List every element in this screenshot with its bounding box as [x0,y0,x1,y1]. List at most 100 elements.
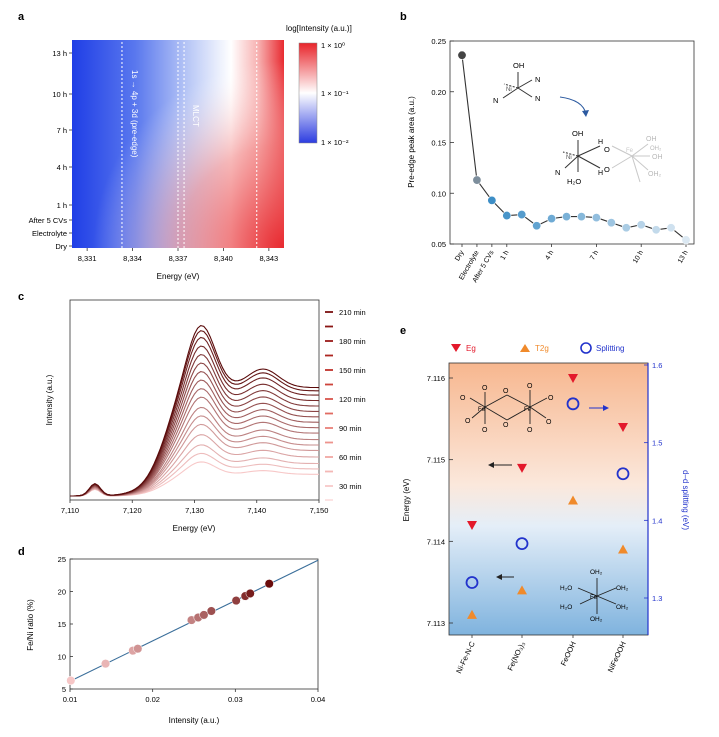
b-bot-o1: O [604,145,610,154]
e-eg-point-2 [568,374,578,383]
panel-a: a 1s → 4p + 3d (pre-edge) MLCT 13 h 10 h 7… [18,11,352,281]
b-bot-ni: Ni [566,155,572,161]
d-ytick-label-0: 5 [62,685,66,694]
e-top-o1: O [460,395,466,402]
b-bot-oh-ghost1: OH [646,136,657,143]
b-top-ni: Ni [506,87,512,93]
c-curve-1 [70,452,319,497]
c-legend-label-6: 30 min [339,482,362,491]
b-bot-oh: OH [572,129,583,138]
e-structure-bottom [577,578,617,614]
e-ytick-label-2: 7.114 [427,537,445,546]
b-point-0 [457,50,467,60]
c-xtick-label-4: 7,150 [310,506,329,515]
e-bot-oh2-1: OH₂ [590,569,603,576]
b-bot-h2: H [598,170,603,177]
c-curve-16 [70,324,320,497]
arrow-left-icon-2 [496,574,502,580]
b-arrow-head-icon [582,110,589,117]
colorbar-title: log[Intensity (a.u.)] [286,24,352,33]
c-legend-label-2: 150 min [339,366,366,375]
b-point-5 [532,221,542,231]
b-point-8 [576,212,586,222]
c-curve-2 [70,444,319,497]
a-ytick-label-0: 13 h [52,49,67,58]
e-top-o3: O [482,427,488,434]
arrow-left-icon-1 [488,462,494,468]
d-ytick-label-4: 25 [58,555,66,564]
panel-e-arrows [488,405,609,580]
panel-e-y-ticks-right: 1.6 1.5 1.4 1.3 [644,361,662,603]
b-xtick-label-7: 13 h [677,249,690,264]
e-top-o10: O [465,418,471,425]
e-split-point-3 [616,467,630,481]
e-top-fe1: Fe [478,407,486,413]
e-bot-oh2-2: OH₂ [616,585,629,592]
e-structure-top [469,390,548,424]
d-xtick-label-3: 0.04 [311,695,326,704]
b-molecule-bottom [562,140,601,172]
d-xtick-label-1: 0.02 [145,695,160,704]
b-molecule-top [502,72,533,99]
panel-c-letter: c [18,291,24,303]
e-split-point-0 [465,576,479,589]
c-curve-15 [70,330,319,497]
panel-d-y-label: Fe/Ni ratio (%) [26,599,35,651]
b-bot-oh2-ghost1: OH₂ [650,146,662,152]
a-ytick-label-2: 7 h [57,126,67,135]
d-ytick-label-3: 20 [58,588,66,597]
c-xtick-label-3: 7,140 [247,506,266,515]
c-legend-label-1: 180 min [339,337,366,346]
d-point-3 [133,644,143,654]
panel-c-curves [70,324,320,497]
b-point-9 [591,213,601,223]
a-xtick-label-1: 8,334 [123,254,142,263]
b-bot-oh2-ghost2: OH₂ [648,171,662,178]
c-legend-label-5: 60 min [339,453,362,462]
a-ytick-label-6: Electrolyte [32,229,67,238]
b-xtick-label-5: 7 h [589,249,600,261]
e-xtick-label-2: FeOOH [559,640,578,667]
panel-c-y-label: Intensity (a.u.) [45,374,54,425]
panel-d-y-ticks: 5 10 15 20 25 [58,555,73,694]
heatmap-x-ticks: 8,331 8,334 8,337 8,340 8,343 [78,248,278,263]
legend-t2g-icon [520,344,530,352]
c-legend-label-0: 210 min [339,308,366,317]
panel-e-y-label-right: d–d splitting (eV) [681,470,690,530]
e-xtick-label-3: NiFeOOH [606,640,628,674]
b-ytick-label-1: 0.20 [431,88,446,97]
panel-e: e Energy (eV) d–d splitting (eV) 7.1167.… [400,325,690,675]
annotation-pre-edge: 1s → 4p + 3d (pre-edge) [130,70,139,158]
d-ytick-label-1: 10 [58,653,66,662]
c-curve-13 [70,345,320,497]
panel-e-background [449,363,648,635]
heatmap-x-label: Energy (eV) [157,272,200,281]
arrow-right-icon [603,405,609,411]
e-top-fe2: Fe [524,407,532,413]
c-curve-11 [70,362,319,497]
b-bot-h2o: H₂O [567,177,581,186]
panel-b-y-label: Pre-edge peak area (a.u.) [407,96,416,188]
e-xtick-label-1: Fe(NO₃)₃ [506,640,527,672]
b-bot-oh-ghost2: OH [652,154,663,161]
d-ytick-label-2: 15 [58,620,66,629]
colorbar-tick-mid: 1 × 10⁻¹ [321,89,349,98]
c-xtick-label-0: 7,110 [61,506,79,515]
panel-e-points [465,374,630,619]
e-t2g-point-3 [618,544,628,554]
b-bot-o2: O [604,165,610,174]
e-top-o9: O [546,419,552,426]
legend-eg-icon [451,344,461,352]
e-t2g-point-1 [517,585,527,595]
e-t2g-point-2 [568,495,578,505]
c-legend-label-3: 120 min [339,395,366,404]
e-bot-oh2-4: OH₂ [590,616,603,623]
b-top-n2: N [535,94,540,103]
b-point-12 [636,220,646,230]
a-ytick-label-1: 10 h [52,90,67,99]
panel-e-y-label: Energy (eV) [402,478,411,521]
panel-e-x-ticks: Ni-Fe-N-C Fe(NO₃)₃ FeOOH NiFeOOH [454,635,628,675]
b-xtick-label-4: 4 h [544,249,555,261]
annotation-mlct: MLCT [191,105,200,127]
b-ytick-label-0: 0.25 [431,37,446,46]
